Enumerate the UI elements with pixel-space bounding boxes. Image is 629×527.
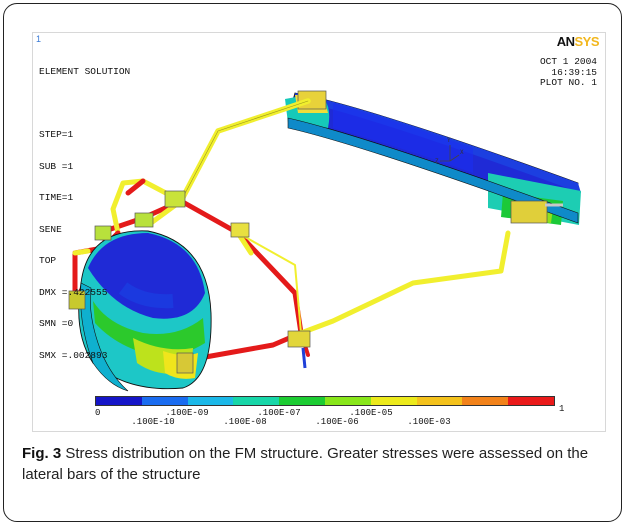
- info-line: SUB =1: [39, 160, 74, 172]
- ansys-logo: ANSYS: [556, 34, 600, 49]
- legend-tick-label: .100E-10: [131, 417, 175, 427]
- plot-date-block: OCT 1 2004 16:39:15 PLOT NO. 1: [539, 56, 597, 89]
- logo-part-sys: SYS: [574, 34, 599, 49]
- info-line: STEP=1: [39, 129, 74, 140]
- info-line: [39, 99, 130, 110]
- fem-model-render: Y Z X: [68, 90, 581, 392]
- legend-tick-label: .100E-08: [223, 417, 267, 427]
- figure-frame: 1 ANSYS: [3, 3, 622, 522]
- legend-tick-label: .100E-09: [165, 408, 209, 418]
- legend-swatch: [233, 397, 280, 405]
- plot-time: 16:39:15: [551, 66, 597, 78]
- triad-label-x: X: [460, 149, 464, 156]
- legend-tick-label: 1: [559, 404, 565, 414]
- window-number: 1: [36, 34, 42, 44]
- legend-tick-label: .100E-05: [349, 408, 393, 418]
- legend-tick-label: .100E-07: [257, 408, 301, 418]
- legend-swatch: [279, 397, 325, 405]
- legend-swatch: [141, 397, 188, 405]
- info-line: SENE: [39, 223, 62, 235]
- legend-tick-label: .100E-03: [407, 417, 451, 427]
- solution-info-block: ELEMENT SOLUTION STEP=1 SUB =1 TIME=1 SE…: [39, 46, 130, 382]
- legend-swatch: [324, 397, 371, 405]
- logo-part-an: AN: [556, 34, 575, 49]
- plot-date: OCT 1 2004: [539, 56, 597, 67]
- info-line: TIME=1: [39, 192, 74, 203]
- ansys-plot-panel: 1 ANSYS: [32, 32, 606, 432]
- info-line: SMX =.002893: [39, 349, 108, 361]
- info-line: SMN =0: [39, 318, 74, 329]
- info-line: TOP: [39, 255, 57, 266]
- info-line: ELEMENT SOLUTION: [39, 66, 131, 77]
- legend-swatch: [416, 397, 463, 405]
- legend-swatch: [508, 397, 554, 405]
- legend-swatch: [462, 397, 509, 405]
- caption-label: Fig. 3: [22, 445, 62, 462]
- legend-tick-label: .100E-06: [315, 417, 359, 427]
- coordinate-triad: Y Z X: [435, 137, 464, 165]
- caption-text: Stress distribution on the FM structure.…: [22, 445, 589, 483]
- info-line: DMX =.422555: [39, 286, 108, 298]
- joint-blocks: [68, 190, 311, 374]
- plot-number: PLOT NO. 1: [539, 77, 597, 88]
- figure-caption: Fig. 3 Stress distribution on the FM str…: [22, 443, 612, 485]
- legend-swatch: [96, 397, 142, 405]
- triad-label-z: Z: [435, 158, 439, 165]
- legend-color-bar: [95, 396, 555, 406]
- legend-swatch: [370, 397, 417, 405]
- legend-swatch: [187, 397, 234, 405]
- legend-tick-label: 0: [95, 408, 101, 418]
- stress-color-legend: 0 .100E-09 .100E-07 .100E-05 1 .100E-10 .100E-…: [95, 396, 564, 430]
- triad-label-y: Y: [447, 137, 451, 144]
